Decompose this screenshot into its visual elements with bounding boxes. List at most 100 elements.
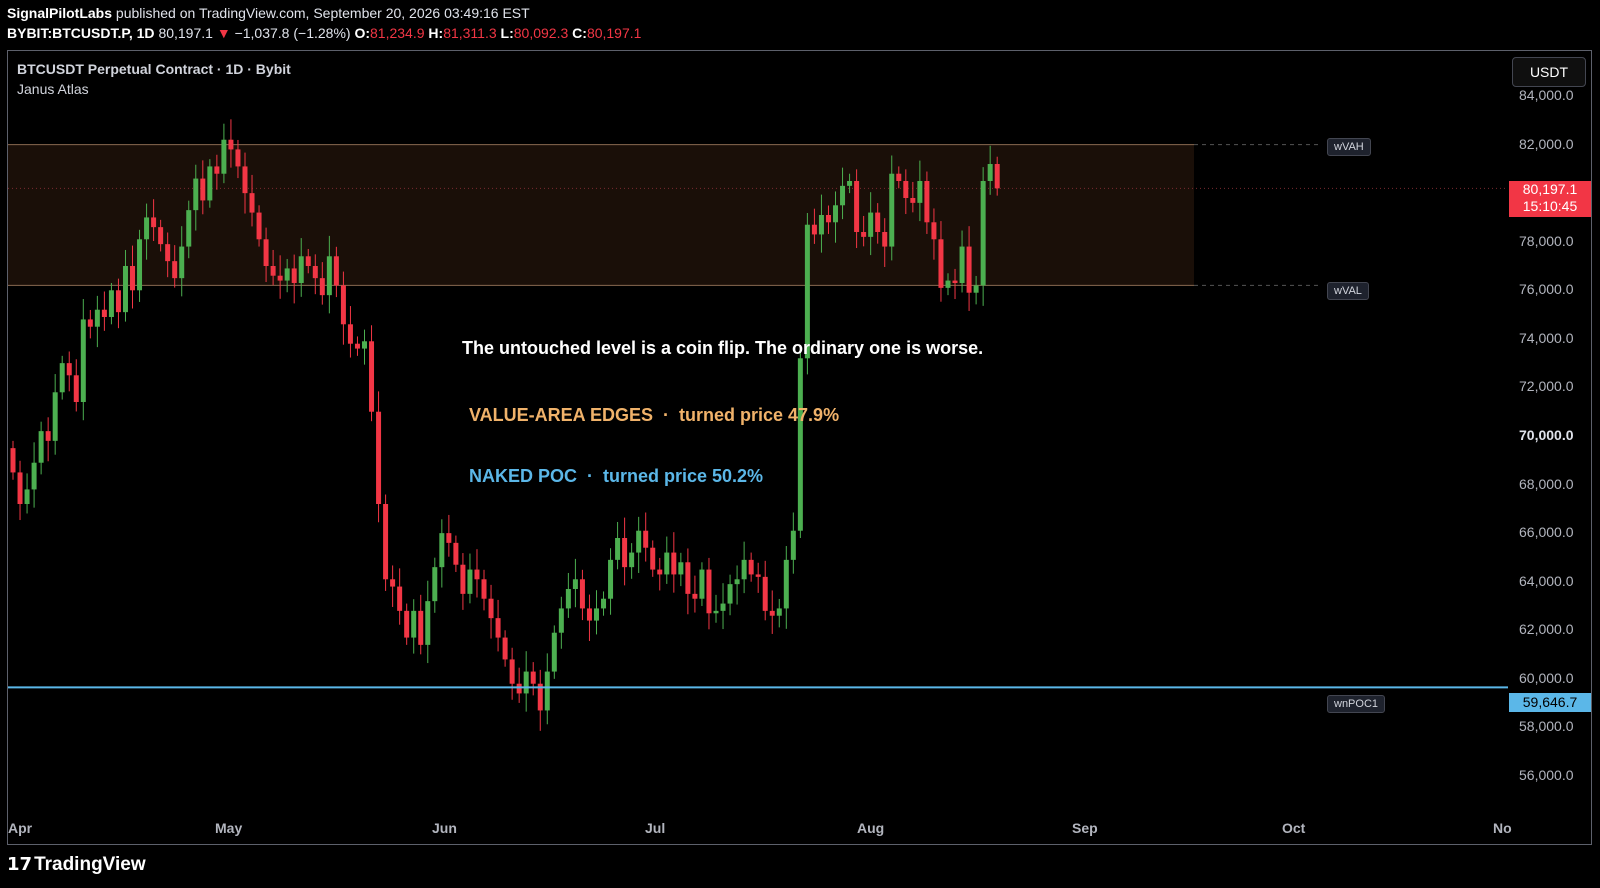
- currency-button[interactable]: USDT: [1512, 57, 1586, 87]
- candle-up: [38, 431, 44, 463]
- price-change: −1,037.8 (−1.28%): [234, 25, 351, 41]
- annotation-headline: The untouched level is a coin flip. The …: [462, 338, 984, 358]
- y-tick-label: 66,000.0: [1519, 524, 1574, 541]
- indicator-name[interactable]: Janus Atlas: [17, 81, 89, 97]
- y-tick-label: 84,000.0: [1519, 87, 1574, 103]
- candle-down: [966, 246, 972, 293]
- chart-title: BTCUSDT Perpetual Contract · 1D · Bybit: [17, 61, 291, 77]
- candle-down: [291, 268, 297, 283]
- candle-down: [924, 181, 930, 223]
- candle-up: [741, 559, 747, 580]
- tradingview-icon: 𝟭𝟳: [7, 854, 33, 874]
- candle-up: [840, 185, 846, 206]
- candle-up: [783, 559, 789, 609]
- candle-down: [305, 256, 311, 266]
- candle-up: [298, 256, 304, 283]
- candle-down: [66, 363, 72, 376]
- candle-up: [980, 181, 986, 286]
- candle-down: [685, 562, 691, 594]
- candle-down: [45, 431, 51, 441]
- candle-down: [896, 173, 902, 181]
- chart-frame: [7, 50, 1592, 845]
- candle-up: [59, 363, 65, 393]
- candle-down: [481, 579, 487, 599]
- annotation-value-area: VALUE-AREA EDGES · turned price 47.9%: [469, 405, 840, 425]
- candle-down: [390, 579, 396, 587]
- candle-down: [474, 569, 480, 580]
- x-tick-label: Aug: [857, 820, 885, 836]
- candle-up: [179, 246, 185, 279]
- candle-up: [776, 608, 782, 616]
- candle-up: [797, 358, 803, 531]
- candle-up: [664, 552, 670, 575]
- candle-up: [207, 166, 213, 201]
- candle-down: [811, 224, 817, 235]
- candle-down: [875, 212, 881, 232]
- x-tick-label: Jul: [645, 820, 666, 836]
- logo-text: TradingView: [34, 854, 146, 875]
- candle-down: [530, 671, 536, 684]
- candle-up: [221, 139, 227, 174]
- candle-down: [952, 280, 958, 283]
- candle-up: [917, 181, 923, 203]
- value-area-band: [8, 144, 1194, 286]
- candle-down: [460, 564, 466, 594]
- candle-down: [130, 266, 136, 291]
- candle-down: [903, 181, 909, 198]
- candle-down: [165, 244, 171, 262]
- candle-down: [516, 683, 522, 694]
- candle-down: [586, 608, 592, 621]
- candle-down: [453, 542, 459, 565]
- candle-up: [551, 632, 557, 672]
- candle-down: [931, 222, 937, 240]
- candle-down: [657, 569, 663, 575]
- candle-up: [833, 205, 839, 223]
- candle-up: [987, 164, 993, 181]
- candle-up: [144, 217, 150, 240]
- y-tick-label: 62,000.0: [1519, 621, 1574, 638]
- y-tick-label: 58,000.0: [1519, 718, 1574, 735]
- symbol-label[interactable]: BYBIT:BTCUSDT.P, 1D: [7, 25, 155, 41]
- candle-up: [52, 392, 58, 441]
- candle-up: [889, 173, 895, 247]
- wvah-tag: wVAH: [1327, 138, 1371, 156]
- y-tick-label: 64,000.0: [1519, 572, 1574, 589]
- tradingview-logo[interactable]: 𝟭𝟳 TradingView: [7, 854, 146, 876]
- candle-up: [122, 266, 128, 313]
- candle-down: [17, 472, 23, 504]
- bar-countdown: 15:10:45: [1522, 198, 1578, 214]
- candle-up: [629, 552, 635, 568]
- x-tick-label: Oct: [1282, 820, 1306, 836]
- close-value: 80,197.1: [586, 25, 642, 41]
- candle-down: [579, 579, 585, 609]
- candle-down: [418, 610, 424, 645]
- candle-up: [467, 569, 473, 594]
- candle-up: [727, 584, 733, 604]
- candle-up: [544, 671, 550, 711]
- candle-down: [650, 547, 656, 570]
- y-tick-label: 68,000.0: [1519, 475, 1574, 492]
- candle-down: [10, 448, 16, 473]
- candle-down: [172, 261, 178, 279]
- close-label: C:: [572, 25, 587, 41]
- candle-down: [277, 275, 283, 281]
- candle-down: [235, 149, 241, 167]
- y-tick-label: 74,000.0: [1519, 329, 1574, 346]
- publisher-name[interactable]: SignalPilotLabs: [7, 5, 113, 21]
- x-tick-label: No: [1493, 820, 1512, 836]
- high-value: 81,311.3: [443, 25, 497, 41]
- candle-up: [411, 610, 417, 638]
- y-tick-label: 82,000.0: [1519, 135, 1574, 152]
- candle-down: [270, 266, 276, 276]
- candle-up: [284, 268, 290, 281]
- candle-down: [200, 178, 206, 201]
- candle-up: [720, 603, 726, 611]
- candle-down: [643, 530, 649, 548]
- candles: [10, 119, 1000, 731]
- y-tick-label: 72,000.0: [1519, 378, 1574, 395]
- candle-up: [593, 608, 599, 621]
- candle-up: [868, 212, 874, 237]
- candle-up: [137, 239, 143, 291]
- down-arrow-icon: ▼: [216, 25, 231, 41]
